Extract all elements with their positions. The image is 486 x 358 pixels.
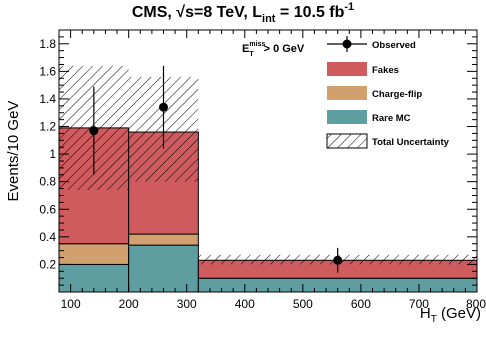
y-tick-label-2: 0.6 xyxy=(39,202,56,216)
met-annotation: Emiss T > 0 GeV xyxy=(242,41,305,58)
legend-label-2: Charge-flip xyxy=(372,89,422,100)
y-tick-label-5: 1.2 xyxy=(39,120,56,134)
legend-label-1: Fakes xyxy=(372,65,399,76)
legend-label-4: Total Uncertainty xyxy=(372,137,450,148)
x-tick-label-0: 100 xyxy=(61,297,81,311)
legend-swatch-2 xyxy=(327,86,367,100)
y-tick-label-7: 1.6 xyxy=(39,64,56,78)
legend-uncertainty-swatch xyxy=(326,133,368,149)
observed-point-2 xyxy=(333,255,343,265)
y-tick-label-3: 0.8 xyxy=(39,175,56,189)
axis-ticks: 100 200 300 400 500 600 700 800 0.2 0.4 0.6 0.8 1 1.2… xyxy=(39,30,486,311)
observed-points xyxy=(89,65,343,273)
x-tick-label-1: 200 xyxy=(119,297,139,311)
x-tick-label-2: 300 xyxy=(177,297,197,311)
y-tick-label-8: 1.8 xyxy=(39,37,56,51)
observed-point-1 xyxy=(159,102,168,112)
legend: Observed Fakes Charge-flip Rare MC Total Unc… xyxy=(326,36,450,149)
x-tick-label-3: 400 xyxy=(235,297,255,311)
legend-swatch-1 xyxy=(327,62,367,76)
bar-0-bin-1 xyxy=(128,244,199,292)
y-tick-label-4: 1 xyxy=(49,147,56,161)
x-tick-label-7: 800 xyxy=(466,297,486,311)
x-axis-label: HT (GeV) xyxy=(420,305,481,325)
y-axis-label: Events/10 GeV xyxy=(5,101,22,202)
bar-0-bin-0 xyxy=(59,263,130,292)
legend-swatch-3 xyxy=(327,110,367,124)
x-tick-label-6: 700 xyxy=(409,297,429,311)
y-tick-label-1: 0.4 xyxy=(39,230,56,244)
y-tick-label-6: 1.4 xyxy=(39,92,56,106)
observed-point-0 xyxy=(89,126,99,136)
legend-observed-marker xyxy=(342,39,352,49)
bar-1-bin-1 xyxy=(128,233,199,246)
legend-label-3: Rare MC xyxy=(372,113,411,124)
x-tick-label-5: 600 xyxy=(351,297,371,311)
legend-label-0: Observed xyxy=(372,40,416,51)
y-tick-label-0: 0.2 xyxy=(39,257,56,271)
x-tick-label-4: 500 xyxy=(293,297,313,311)
bar-1-bin-0 xyxy=(59,243,130,265)
chart-title: CMS, √s=8 TeV, Lint = 10.5 fb-1 xyxy=(132,1,354,25)
